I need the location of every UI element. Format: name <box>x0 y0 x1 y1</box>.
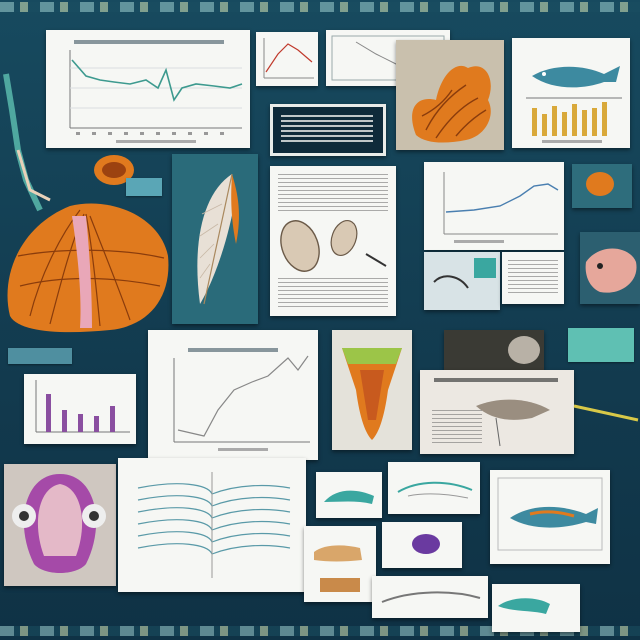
specimen-card-a <box>304 526 376 602</box>
fish-bar-diagram-card <box>512 38 630 148</box>
gray-specimen-graphic <box>381 591 481 603</box>
fish-diagram-graphic <box>497 477 603 551</box>
bar-chart-graphic <box>35 380 130 433</box>
cross-section-card <box>332 330 412 450</box>
fish-bar-graphic <box>526 66 622 143</box>
purple-bivalve-illustration <box>12 474 106 573</box>
teal-specimen-card-b <box>492 584 580 632</box>
orange-shell-small <box>94 155 134 185</box>
line-chart-graphic <box>69 50 243 143</box>
dark-text-strip-card <box>270 104 386 156</box>
orange-specimen-illustration <box>586 172 614 196</box>
seed-document-card <box>270 166 396 316</box>
purple-specimen-graphic <box>412 534 440 554</box>
scanned-panel-graphic <box>433 258 496 289</box>
dark-photo-graphic <box>508 336 540 364</box>
dark-photo-card <box>444 330 544 372</box>
scanned-panel-card <box>424 252 500 310</box>
teal-label-b <box>8 348 72 364</box>
feather-card <box>172 154 258 324</box>
fish-diagram-card-large <box>490 470 610 564</box>
gray-specimen-card <box>372 576 488 618</box>
fish-sketch-graphic <box>397 481 473 499</box>
orange-specimen-card <box>572 164 632 208</box>
small-curve-graphic <box>263 38 314 79</box>
teal-label-a <box>126 178 162 196</box>
purple-bivalve-card <box>4 464 116 586</box>
rising-line-chart-card <box>424 162 564 250</box>
bar-chart-card <box>24 374 136 444</box>
seed-illustration <box>280 219 387 272</box>
insect-leg-illustration <box>3 73 51 212</box>
feather-illustration <box>197 173 239 305</box>
fish-sketch-card <box>388 462 480 514</box>
purple-specimen-card <box>382 522 462 568</box>
animal-head-illustration <box>585 248 637 293</box>
teal-specimen-note <box>568 328 634 362</box>
small-chart-card-a <box>256 32 318 86</box>
line-chart-card-top-left <box>46 30 250 148</box>
large-orange-anatomy-illustration <box>7 203 169 333</box>
fish-document-card <box>420 370 574 454</box>
bottom-edge-strip <box>0 626 640 636</box>
open-book-graphic <box>137 472 291 578</box>
teal-diagram-card-a <box>316 472 382 518</box>
line-chart-card-center <box>148 330 318 460</box>
cross-section-illustration <box>342 348 402 440</box>
small-text-card <box>502 252 564 304</box>
rising-line-graphic <box>443 172 559 243</box>
yellow-pointer <box>573 404 639 422</box>
teal-specimen-graphic-b <box>498 598 550 614</box>
teal-diagram-graphic-a <box>324 490 374 504</box>
center-line-graphic <box>173 355 310 451</box>
top-edge-strip <box>0 2 640 12</box>
animal-head-card <box>580 232 640 304</box>
open-book-card <box>118 458 306 592</box>
fish-document-graphic <box>476 399 550 447</box>
specimen-graphic-a <box>314 545 362 592</box>
orange-coral-card <box>396 40 504 150</box>
coral-illustration <box>412 65 491 143</box>
